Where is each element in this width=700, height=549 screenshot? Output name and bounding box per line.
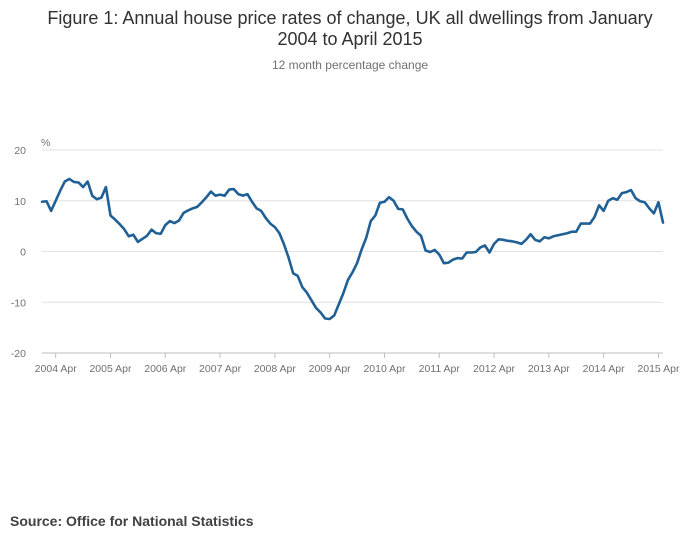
x-tick-label: 2008 Apr: [254, 363, 297, 375]
x-tick-label: 2014 Apr: [583, 363, 626, 375]
x-tick-label: 2009 Apr: [309, 363, 352, 375]
x-axis: 2004 Apr 2005 Apr 2006 Apr 2007 Apr 2008 Apr…: [35, 352, 680, 375]
y-axis-unit-label: %: [41, 137, 50, 149]
source-note: Source: Office for National Statistics: [10, 513, 254, 529]
y-tick-label: 0: [20, 247, 26, 259]
y-axis: 20 10 0 -10 -20: [11, 145, 26, 360]
x-tick-label: 2013 Apr: [528, 363, 571, 375]
x-tick-label: 2010 Apr: [363, 363, 406, 375]
x-tick-label: 2015 Apr: [637, 363, 680, 375]
y-tick-label: -20: [11, 348, 26, 360]
chart-title-line-2: 2004 to April 2015: [277, 29, 423, 49]
chart-subtitle: 12 month percentage change: [271, 58, 429, 72]
y-tick-label: -10: [11, 297, 26, 309]
x-tick-label: 2004 Apr: [35, 363, 78, 375]
chart-title: Figure 1: Annual house price rates of ch…: [0, 8, 700, 50]
x-tick-label: 2011 Apr: [419, 363, 461, 375]
x-tick-label: 2007 Apr: [199, 363, 242, 375]
gridlines: [42, 149, 663, 354]
y-tick-label: 20: [14, 145, 26, 157]
y-tick-label: 10: [14, 196, 26, 208]
x-tick-label: 2005 Apr: [89, 363, 132, 375]
series-group: [40, 177, 665, 321]
x-tick-label: 2012 Apr: [473, 363, 516, 375]
series-line-0: [40, 177, 665, 321]
x-tick-label: 2006 Apr: [144, 363, 187, 375]
chart-title-line-1: Figure 1: Annual house price rates of ch…: [47, 8, 653, 28]
